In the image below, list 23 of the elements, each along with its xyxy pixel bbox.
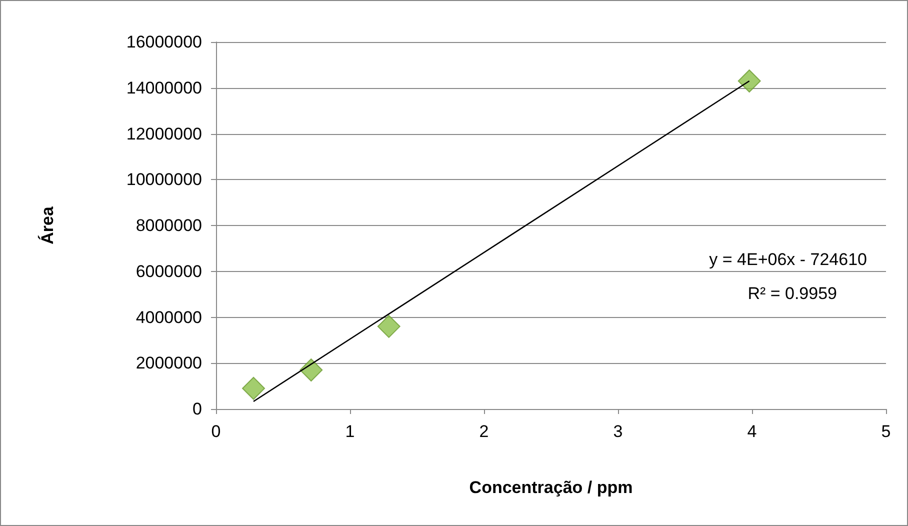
x-tick-label: 1: [345, 422, 355, 441]
point: [738, 69, 761, 92]
point: [242, 376, 266, 400]
x-tick-label: 0: [211, 422, 221, 441]
annotation: y = 4E+06x - 724610: [709, 250, 868, 269]
annotation: R² = 0.9959: [748, 284, 838, 303]
y-tick-label: 2000000: [136, 354, 202, 373]
y-tick-label: 0: [192, 400, 202, 418]
x-tick-label: 2: [479, 422, 489, 441]
y-tick-label: 16000000: [126, 32, 202, 52]
point: [377, 314, 400, 338]
y-axis-title: Área: [37, 206, 57, 244]
point: [300, 358, 323, 382]
y-tick-label: 10000000: [126, 170, 202, 190]
y-tick-label: 4000000: [136, 308, 202, 327]
y-tick-label: 8000000: [136, 216, 202, 235]
x-axis-title: Concentração / ppm: [469, 478, 633, 497]
x-tick-label: 3: [613, 422, 623, 441]
y-tick-label: 6000000: [136, 262, 202, 281]
y-tick-label: 14000000: [126, 78, 202, 98]
x-tick-label: 5: [881, 422, 891, 441]
x-tick-label: 4: [747, 422, 757, 441]
y-tick-label: 12000000: [126, 124, 202, 144]
